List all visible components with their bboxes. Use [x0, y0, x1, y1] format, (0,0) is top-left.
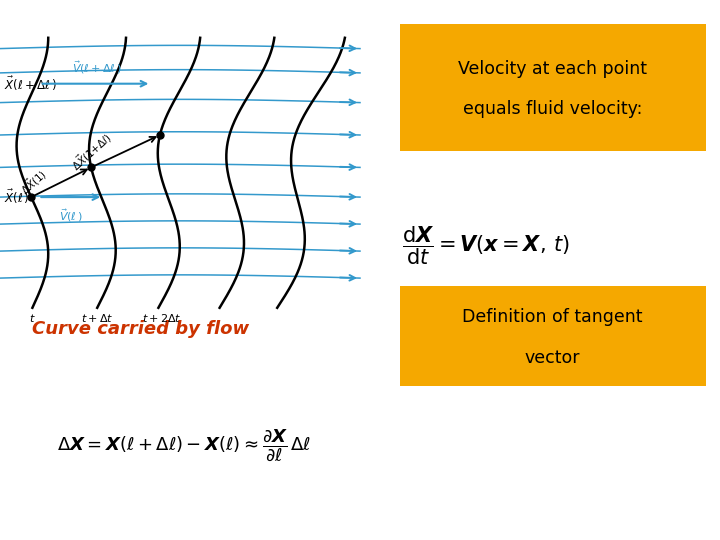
Text: $\vec{X}(\ell\,)$: $\vec{X}(\ell\,)$: [4, 188, 29, 206]
Text: Definition of tangent: Definition of tangent: [462, 308, 643, 326]
FancyBboxPatch shape: [400, 286, 706, 386]
Text: $t+\Delta t$: $t+\Delta t$: [81, 312, 113, 324]
FancyBboxPatch shape: [400, 24, 706, 151]
Text: $\Delta\vec{X}(1)$: $\Delta\vec{X}(1)$: [17, 166, 50, 198]
Text: $\vec{V}(\ell\,)$: $\vec{V}(\ell\,)$: [59, 207, 83, 224]
Text: $t+2\Delta t$: $t+2\Delta t$: [143, 312, 181, 324]
Text: Curve carried by flow: Curve carried by flow: [32, 320, 249, 339]
Text: $\Delta \boldsymbol{X} = \boldsymbol{X}(\ell+\Delta\ell) - \boldsymbol{X}(\ell)\: $\Delta \boldsymbol{X} = \boldsymbol{X}(…: [57, 428, 310, 463]
Text: $\vec{X}(\ell+\Delta\ell\,)$: $\vec{X}(\ell+\Delta\ell\,)$: [4, 75, 56, 93]
Text: Velocity at each point: Velocity at each point: [458, 60, 647, 78]
Text: vector: vector: [525, 349, 580, 367]
Text: $\dfrac{\mathrm{d}\boldsymbol{X}}{\mathrm{d}t} = \boldsymbol{V}(\boldsymbol{x} =: $\dfrac{\mathrm{d}\boldsymbol{X}}{\mathr…: [402, 225, 570, 267]
Text: $t$: $t$: [29, 312, 36, 324]
Text: $\vec{V}(\ell+\Delta\ell\,)$: $\vec{V}(\ell+\Delta\ell\,)$: [73, 59, 122, 76]
Text: $\Delta\vec{X}(1{+}\Delta l)$: $\Delta\vec{X}(1{+}\Delta l)$: [68, 129, 114, 173]
Text: equals fluid velocity:: equals fluid velocity:: [463, 100, 642, 118]
